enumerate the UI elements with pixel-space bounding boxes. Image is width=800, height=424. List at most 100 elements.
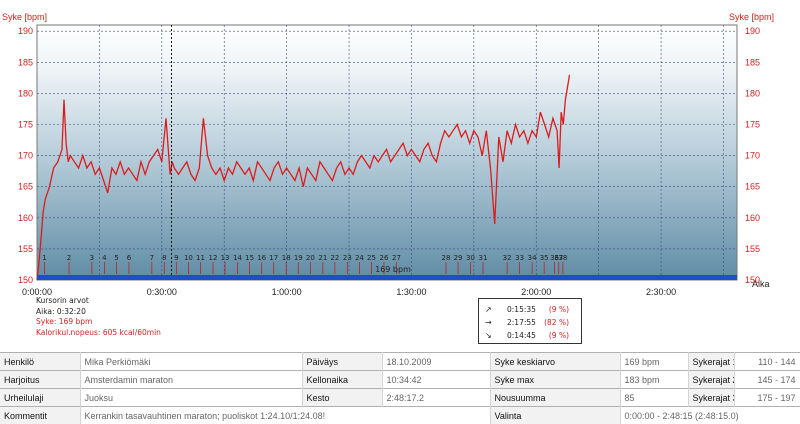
cursor-info-time: Aika: 0:32:20 — [36, 306, 86, 316]
table-row: Henkilö Mika Perkiömäki Päiväys 18.10.20… — [0, 352, 800, 371]
flat-row: → 2:17:55 (82 %) — [479, 318, 581, 332]
y-tick-label: 185 — [18, 57, 33, 67]
lap-label: 5 — [114, 254, 118, 262]
hr-zone2-value: 145 - 174 — [734, 370, 800, 389]
lap-label: 3 — [90, 254, 94, 262]
lap-label: 37 — [554, 254, 563, 262]
lap-label: 31 — [479, 254, 488, 262]
y-tick-label: 165 — [745, 182, 760, 192]
y-axis-right: 190 185 180 175 170 165 160 155 150 — [745, 26, 760, 285]
lap-label: 15 — [245, 254, 254, 262]
downhill-time: 0:14:45 — [507, 331, 536, 340]
sport-label: Urheilulaji — [0, 388, 81, 407]
date-label: Päiväys — [302, 352, 383, 371]
lap-label: 10 — [184, 254, 193, 262]
exercise-label: Harjoitus — [0, 370, 81, 389]
selection-value: 0:00:00 - 2:48:15 (2:48:15.0) — [620, 406, 800, 424]
person-value: Mika Perkiömäki — [80, 352, 303, 371]
hr-average-value: 169 bpm — [620, 352, 689, 371]
uphill-time: 0:15:35 — [507, 305, 536, 314]
y-tick-label: 170 — [745, 151, 760, 161]
lap-label: 30 — [466, 254, 475, 262]
lap-label: 27 — [392, 254, 401, 262]
y-axis-title-right: Syke [bpm] — [729, 12, 774, 22]
heart-rate-chart[interactable]: 1 2 3 4 5 6 7 8 9 10 11 12 13 14 15 16 17 18 19 20 21 22 23 24 2… — [0, 0, 800, 296]
arrow-down-right-icon: ↘ — [485, 331, 492, 340]
duration-label: Kesto — [302, 388, 383, 407]
selection-range-bar[interactable] — [37, 275, 737, 280]
y-tick-label: 175 — [745, 120, 760, 130]
y-tick-label: 180 — [18, 88, 33, 98]
lap-label: 1 — [42, 254, 46, 262]
hr-max-value: 183 bpm — [620, 370, 689, 389]
hr-zone2-label: Sykerajat 2 — [688, 370, 735, 389]
lap-label: 6 — [127, 254, 132, 262]
y-tick-label: 165 — [18, 182, 33, 192]
ascent-label: Nousuumma — [490, 388, 621, 407]
comments-value: Kerrankin tasavauhtinen maraton; puolisk… — [80, 406, 491, 424]
lap-label: 22 — [330, 254, 339, 262]
lap-label: 32 — [503, 254, 512, 262]
y-tick-label: 150 — [745, 275, 760, 285]
flat-time: 2:17:55 — [507, 318, 536, 327]
lap-label: 33 — [515, 254, 524, 262]
x-tick-label: 2:00:00 — [521, 287, 551, 296]
lap-label: 17 — [269, 254, 278, 262]
lap-label: 23 — [343, 254, 352, 262]
slope-summary-box: ↗ 0:15:35 (9 %) → 2:17:55 (82 %) ↘ 0:14:… — [478, 298, 582, 344]
lap-label: 16 — [257, 254, 266, 262]
lap-label: 29 — [454, 254, 463, 262]
lap-label: 24 — [355, 254, 364, 262]
date-value: 18.10.2009 — [382, 352, 491, 371]
y-tick-label: 175 — [18, 120, 33, 130]
hr-zone3-value: 175 - 197 — [734, 388, 800, 407]
person-label: Henkilö — [0, 352, 81, 371]
lap-label: 21 — [318, 254, 327, 262]
y-tick-label: 190 — [745, 26, 760, 36]
y-axis-title-left: Syke [bpm] — [2, 12, 47, 22]
hr-zone1-label: Sykerajat 1 — [688, 352, 735, 371]
downhill-row: ↘ 0:14:45 (9 %) — [479, 331, 581, 345]
hr-zone3-label: Sykerajat 3 — [688, 388, 735, 407]
lap-label: 8 — [162, 254, 166, 262]
ascent-value: 85 — [620, 388, 689, 407]
hr-zone1-value: 110 - 144 — [734, 352, 800, 371]
x-tick-label: 1:30:00 — [396, 287, 426, 296]
cursor-value-label: 169 bpm — [375, 265, 411, 274]
lap-label: 12 — [209, 254, 218, 262]
arrow-up-right-icon: ↗ — [485, 305, 492, 314]
lap-label: 38 — [558, 254, 567, 262]
y-tick-label: 180 — [745, 88, 760, 98]
lap-label: 20 — [306, 254, 315, 262]
start-time-label: Kellonaika — [302, 370, 383, 389]
lap-label: 34 — [528, 254, 537, 262]
lap-label: 9 — [174, 254, 178, 262]
lap-label: 19 — [294, 254, 303, 262]
cursor-info-title: Kursorin arvot — [36, 296, 89, 305]
cursor-info-hr: Syke: 169 bpm — [36, 317, 93, 326]
y-tick-label: 155 — [745, 244, 760, 254]
uphill-percent: (9 %) — [548, 305, 569, 314]
y-tick-label: 150 — [18, 275, 33, 285]
table-row: Harjoitus Amsterdamin maraton Kellonaika… — [0, 370, 800, 389]
uphill-row: ↗ 0:15:35 (9 %) — [479, 305, 581, 319]
comments-label: Kommentit — [0, 406, 81, 424]
hr-average-label: Syke keskiarvo — [490, 352, 621, 371]
lap-label: 2 — [67, 254, 71, 262]
x-tick-label: 0:30:00 — [147, 287, 177, 296]
grid-lines — [37, 25, 737, 280]
lap-label: 7 — [150, 254, 154, 262]
lap-label: 28 — [442, 254, 451, 262]
lap-label: 14 — [233, 254, 242, 262]
y-tick-label: 170 — [18, 151, 33, 161]
y-tick-label: 160 — [18, 213, 33, 223]
start-time-value: 10:34:42 — [382, 370, 491, 389]
hr-max-label: Syke max — [490, 370, 621, 389]
y-tick-label: 155 — [18, 244, 33, 254]
cursor-info-calories: Kalorikul.nopeus: 605 kcal/60min — [36, 327, 161, 337]
exercise-value: Amsterdamin maraton — [80, 370, 303, 389]
y-axis-left: 190 185 180 175 170 165 160 155 150 — [18, 26, 33, 285]
lap-markers: 1 2 3 4 5 6 7 8 9 10 11 12 13 14 15 16 17 18 19 20 21 22 23 24 2… — [42, 254, 567, 274]
downhill-percent: (9 %) — [548, 331, 569, 340]
sport-value: Juoksu — [80, 388, 303, 407]
